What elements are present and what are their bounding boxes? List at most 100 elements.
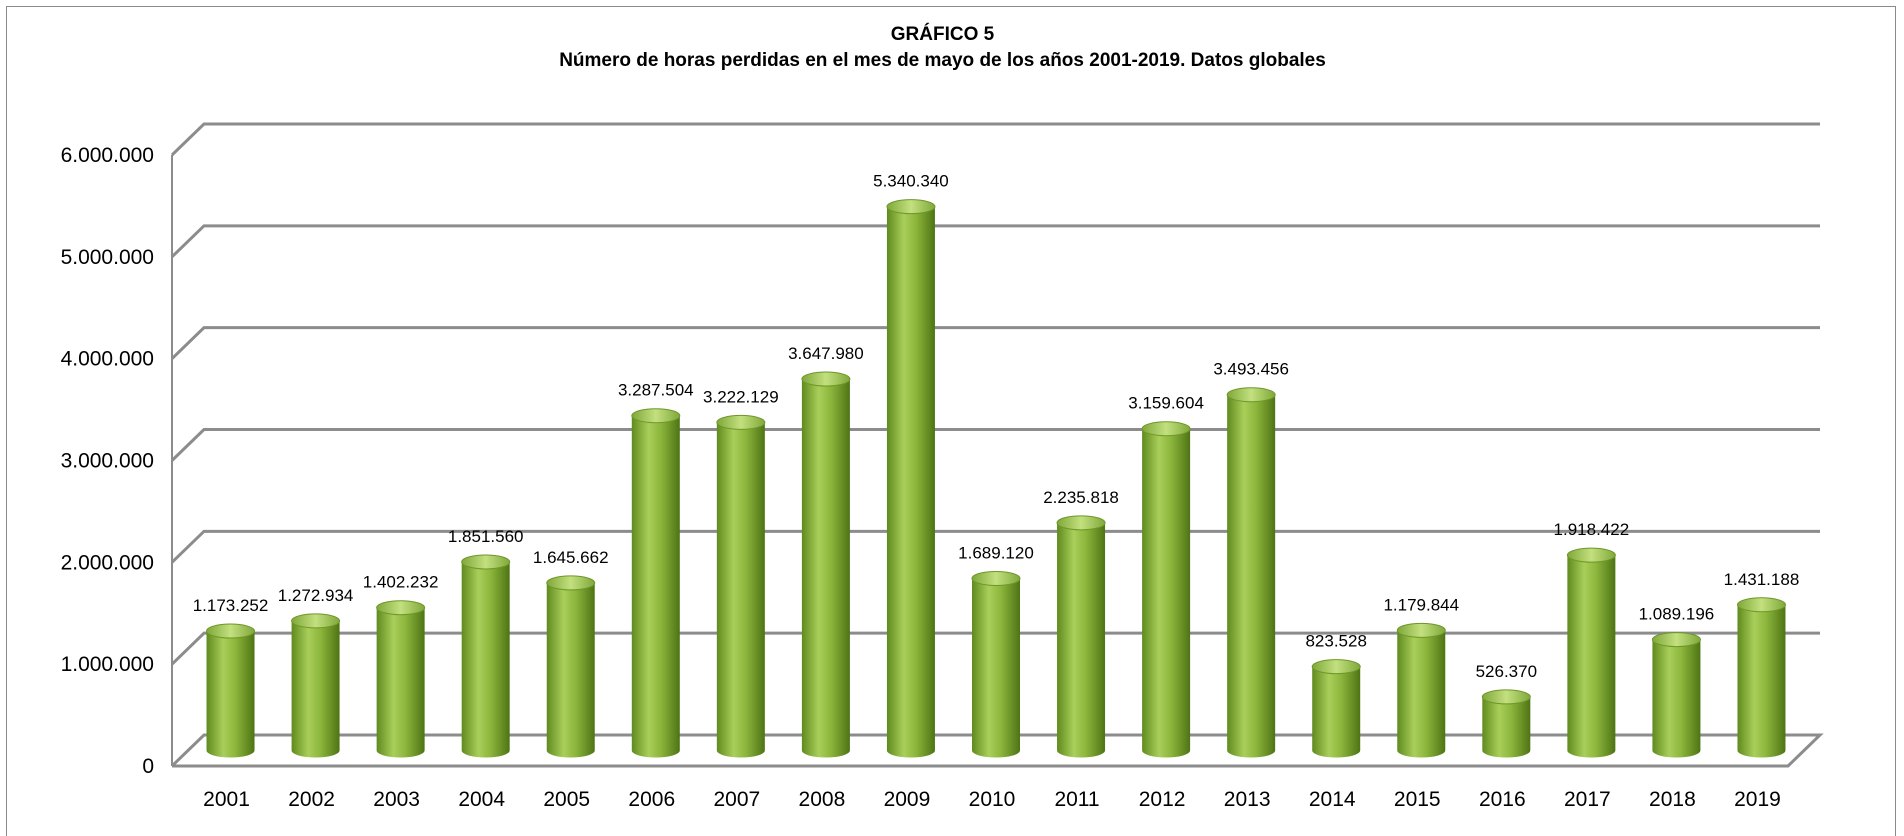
bar-body bbox=[972, 578, 1020, 758]
x-tick-label: 2018 bbox=[1649, 788, 1696, 811]
bar bbox=[801, 371, 851, 758]
y-tick-label: 3.000.000 bbox=[61, 450, 154, 473]
data-label: 3.287.504 bbox=[618, 381, 694, 400]
data-label: 823.528 bbox=[1305, 632, 1366, 651]
x-tick-label: 2003 bbox=[373, 788, 420, 811]
x-tick-label: 2005 bbox=[543, 788, 590, 811]
data-label: 3.647.980 bbox=[788, 344, 864, 363]
bar-top bbox=[1396, 622, 1446, 638]
x-tick-label: 2014 bbox=[1309, 788, 1356, 811]
bar-body bbox=[716, 422, 765, 758]
bar-top bbox=[1056, 515, 1106, 531]
data-label: 1.179.844 bbox=[1383, 595, 1459, 614]
data-label: 1.173.252 bbox=[193, 596, 269, 615]
bar bbox=[1651, 632, 1701, 758]
x-tick-label: 2008 bbox=[799, 788, 846, 811]
gridline bbox=[170, 122, 1820, 157]
gridline bbox=[170, 326, 1820, 360]
bar-top bbox=[546, 575, 596, 591]
x-tick-label: 2011 bbox=[1054, 788, 1099, 811]
x-tick-label: 2010 bbox=[969, 788, 1016, 811]
bar-body bbox=[1312, 666, 1361, 758]
data-label: 1.089.196 bbox=[1639, 605, 1715, 624]
bar bbox=[1056, 515, 1106, 758]
y-tick-label: 0 bbox=[142, 755, 154, 778]
y-tick-label: 2.000.000 bbox=[61, 551, 154, 574]
gridline bbox=[170, 224, 1820, 258]
y-tick-label: 4.000.000 bbox=[61, 348, 154, 371]
bar-top bbox=[1226, 387, 1276, 403]
bar-body bbox=[1227, 394, 1276, 758]
bar-top bbox=[886, 199, 936, 215]
bar-top bbox=[1481, 689, 1531, 705]
x-tick-label: 2013 bbox=[1224, 788, 1271, 811]
labels-layer: 0 1.000.000 2.000.000 3.000.000 4.000.000 5.0… bbox=[61, 144, 1800, 811]
data-label: 3.493.456 bbox=[1213, 360, 1289, 379]
data-label: 1.431.188 bbox=[1724, 570, 1800, 589]
x-tick-label: 2009 bbox=[884, 788, 931, 811]
bar bbox=[1226, 387, 1276, 758]
bar-body bbox=[1652, 639, 1701, 758]
bar-top bbox=[376, 600, 426, 616]
x-tick-label: 2004 bbox=[458, 788, 505, 811]
bar-top bbox=[716, 414, 766, 430]
bar-body bbox=[631, 415, 680, 758]
bar-top bbox=[291, 613, 341, 629]
gridline bbox=[170, 428, 1820, 462]
bar-body bbox=[801, 379, 850, 758]
bar-top bbox=[971, 570, 1021, 586]
data-label: 1.918.422 bbox=[1554, 520, 1630, 539]
chart-title: GRÁFICO 5 bbox=[890, 24, 995, 45]
x-tick-label: 2006 bbox=[628, 788, 675, 811]
bar-top bbox=[461, 554, 511, 570]
data-label: 2.235.818 bbox=[1043, 488, 1119, 507]
bar bbox=[376, 600, 426, 758]
bar bbox=[631, 408, 681, 758]
chart-subtitle: Número de horas perdidas en el mes de ma… bbox=[559, 50, 1326, 71]
x-tick-label: 2007 bbox=[713, 788, 760, 811]
data-label: 3.222.129 bbox=[703, 387, 779, 406]
bar bbox=[461, 554, 511, 758]
data-label: 1.851.560 bbox=[448, 527, 524, 546]
bar-body bbox=[1482, 696, 1531, 758]
bar bbox=[971, 570, 1021, 758]
bar bbox=[1311, 659, 1361, 758]
bar-top bbox=[1311, 659, 1361, 675]
y-tick-label: 5.000.000 bbox=[61, 246, 154, 269]
data-label: 1.402.232 bbox=[363, 573, 439, 592]
bar-body bbox=[1567, 555, 1616, 758]
bar-body bbox=[546, 582, 595, 758]
bar-top bbox=[1141, 421, 1191, 437]
bar-top bbox=[1736, 597, 1786, 613]
bar-body bbox=[461, 561, 510, 758]
bar bbox=[546, 575, 596, 758]
x-tick-label: 2012 bbox=[1139, 788, 1186, 811]
bar bbox=[1141, 421, 1191, 758]
x-tick-label: 2001 bbox=[203, 788, 250, 811]
bar-top bbox=[801, 371, 851, 387]
x-tick-label: 2017 bbox=[1564, 788, 1611, 811]
bar bbox=[1396, 622, 1446, 758]
gridline bbox=[170, 529, 1820, 564]
data-label: 1.689.120 bbox=[958, 543, 1034, 562]
bar-body bbox=[1737, 604, 1786, 758]
x-tick-label: 2019 bbox=[1734, 788, 1781, 811]
data-label: 1.272.934 bbox=[278, 586, 354, 605]
x-tick-label: 2016 bbox=[1479, 788, 1526, 811]
data-label: 526.370 bbox=[1476, 662, 1537, 681]
data-label: 1.645.662 bbox=[533, 548, 609, 567]
bars-layer bbox=[206, 199, 1786, 758]
bar-body bbox=[886, 206, 935, 758]
grid-layer bbox=[170, 122, 1824, 768]
bar bbox=[1566, 547, 1616, 758]
bar-top bbox=[631, 408, 681, 424]
bar-body bbox=[376, 607, 425, 758]
floor-gridline bbox=[170, 733, 1824, 768]
bar-body bbox=[1057, 522, 1106, 758]
x-tick-label: 2002 bbox=[288, 788, 335, 811]
bar bbox=[716, 414, 766, 758]
bar bbox=[1736, 597, 1786, 758]
bar bbox=[206, 623, 256, 758]
chart-title-block: GRÁFICO 5 Número de horas perdidas en el… bbox=[0, 22, 1885, 74]
